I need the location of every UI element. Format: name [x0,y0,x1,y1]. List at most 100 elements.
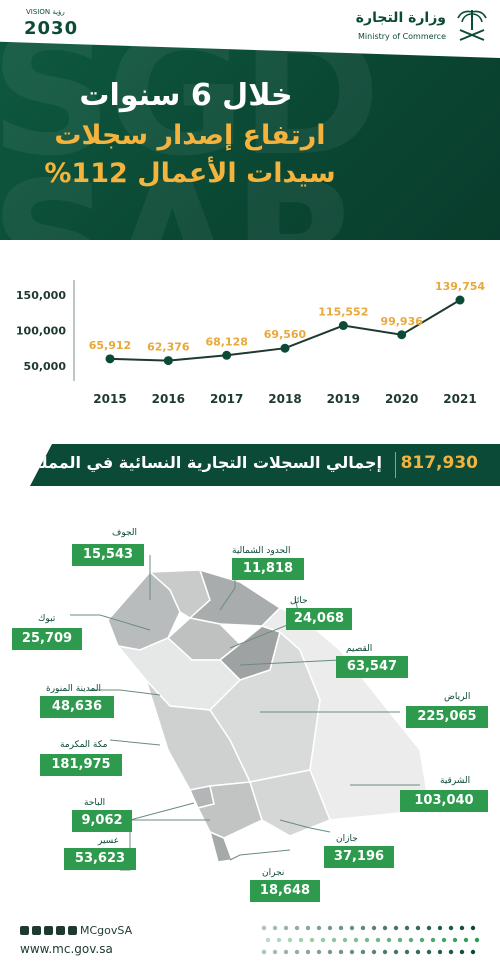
decorative-dot [364,937,370,943]
decorative-dot [397,937,403,943]
decorative-dot [474,937,480,943]
decorative-dot [470,925,476,931]
vision-2030-logo: VISION رؤية 2030 [12,8,112,48]
total-divider [395,452,396,478]
decorative-dot [261,949,267,955]
website-link[interactable]: www.mc.gov.sa [20,942,113,956]
decorative-dot [272,925,278,931]
snapchat-icon[interactable] [68,926,77,935]
decorative-dot [316,925,322,931]
social-handle[interactable]: MCgovSA [80,924,133,937]
decorative-dot [327,949,333,955]
x-tick-label: 2019 [327,392,360,406]
region-value-madinah: 48,636 [40,696,114,718]
x-tick-label: 2021 [443,392,476,406]
total-label: إجمالي السجلات التجارية النسائية في المم… [22,453,382,472]
data-point [280,343,290,353]
ministry-name-ar: وزارة التجارة [355,10,446,26]
region-value-qassim: 63,547 [336,656,408,678]
decorative-dot [463,937,469,943]
decorative-dot [459,949,465,955]
data-point [105,354,115,364]
instagram-icon[interactable] [32,926,41,935]
decorative-dot [294,925,300,931]
line-chart: 50,000 100,000 150,000 65,912 2015 62,376 2016… [0,258,500,418]
region-value-riyadh: 225,065 [406,706,488,728]
decorative-dot [283,949,289,955]
decorative-dot [371,949,377,955]
decorative-dot [320,937,326,943]
region-label-madinah: المدينة المنورة [46,684,101,694]
region-value-makkah: 181,975 [40,754,122,776]
decorative-dot [437,925,443,931]
region-label-baha: الباحة [84,798,106,808]
decorative-dot [349,949,355,955]
region-value-baha: 9,062 [72,810,132,832]
x-tick-label: 2015 [93,392,126,406]
region-label-eastern: الشرقية [440,776,471,786]
decorative-dot [371,925,377,931]
region-value-asir: 53,623 [64,848,136,870]
decorative-dot [298,937,304,943]
region-label-najran: نجران [262,868,285,878]
decorative-dot [360,925,366,931]
data-point [397,330,407,340]
total-value: 817,930 [400,453,478,473]
decorative-dot [309,937,315,943]
decorative-dot [415,925,421,931]
decorative-dot [426,949,432,955]
decorative-dot [316,949,322,955]
map-region-northern [188,568,282,627]
headline-line-2: ارتفاع إصدار سجلات [54,120,326,151]
headline-line-3: سيدات الأعمال 112% [44,158,336,189]
twitter-icon[interactable] [56,926,65,935]
youtube-icon[interactable] [20,926,29,935]
data-point [163,356,173,366]
decorative-dot [294,949,300,955]
decorative-dot [470,949,476,955]
region-label-tabuk: تبوك [38,614,56,624]
region-value-eastern: 103,040 [400,790,488,812]
decorative-dot [408,937,414,943]
region-label-jouf: الجوف [112,528,138,538]
decorative-dot [393,925,399,931]
decorative-dot [382,925,388,931]
y-tick-label: 150,000 [16,289,66,302]
decorative-dot [441,937,447,943]
decorative-dot [261,925,267,931]
decorative-dot [265,937,271,943]
region-value-jouf: 15,543 [72,544,144,566]
decorative-dot [305,949,311,955]
decorative-dot [272,949,278,955]
region-label-northern: الحدود الشمالية [232,546,291,556]
header: SGDSAR VISION رؤية 2030 وزارة التجارة Mi… [0,0,500,240]
x-tick-label: 2018 [268,392,301,406]
decorative-dot [419,937,425,943]
region-label-makkah: مكة المكرمة [60,740,108,750]
region-value-tabuk: 25,709 [12,628,82,650]
x-tick-label: 2017 [210,392,243,406]
x-tick-label: 2016 [152,392,185,406]
decorative-dot [375,937,381,943]
decorative-dot [349,925,355,931]
decorative-dot [415,949,421,955]
total-banner: إجمالي السجلات التجارية النسائية في المم… [30,444,500,486]
decorative-dot [283,925,289,931]
region-value-northern: 11,818 [232,558,304,580]
data-label: 139,754 [435,280,485,293]
decorative-dot [327,925,333,931]
decorative-dot [404,949,410,955]
data-label: 99,936 [380,315,423,328]
data-label: 115,552 [318,306,368,319]
decorative-dot [430,937,436,943]
facebook-icon[interactable] [44,926,53,935]
decorative-dot [448,925,454,931]
ministry-name-en: Ministry of Commerce [358,32,446,41]
decorative-dot [276,937,282,943]
social-handles[interactable]: MCgovSA [20,924,132,937]
headline-line-1: خلال 6 سنوات [79,78,293,113]
data-label: 68,128 [205,335,247,348]
region-label-jazan: جازان [336,834,358,844]
region-value-hail: 24,068 [286,608,352,630]
